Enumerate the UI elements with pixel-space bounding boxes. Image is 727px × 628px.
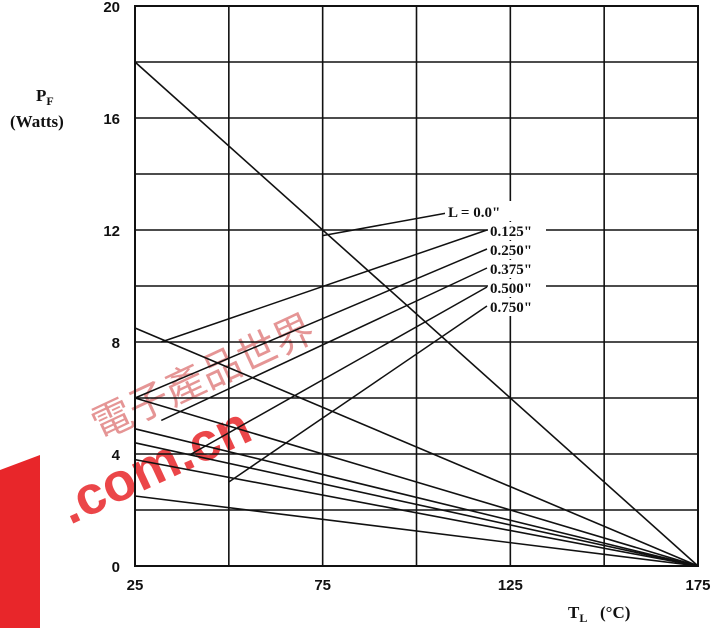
y-tick-label: 12 bbox=[103, 223, 120, 240]
series-line bbox=[134, 458, 699, 567]
x-tick-label: 175 bbox=[685, 577, 710, 594]
legend-label-bg bbox=[488, 260, 546, 278]
legend-label-bg bbox=[488, 298, 546, 316]
y-tick-label: 8 bbox=[112, 335, 120, 352]
y-axis-unit: (Watts) bbox=[10, 112, 64, 131]
x-axis-unit: (°C) bbox=[600, 603, 630, 622]
y-tick-label: 0 bbox=[112, 559, 120, 576]
y-tick-label: 20 bbox=[103, 0, 120, 16]
legend-label-bg bbox=[488, 241, 546, 259]
legend-label-bg bbox=[488, 222, 546, 240]
legend-label: 0.125" bbox=[490, 224, 532, 240]
series-line bbox=[134, 61, 699, 567]
legend-leader-line bbox=[322, 212, 448, 237]
legend-leader-line bbox=[134, 248, 488, 399]
series-line bbox=[134, 397, 699, 567]
y-tick-label: 16 bbox=[103, 111, 120, 128]
y-axis-title: PF bbox=[36, 86, 54, 108]
watermark-red-bar bbox=[0, 455, 40, 628]
series-line bbox=[134, 442, 699, 567]
series-line bbox=[134, 428, 699, 567]
series-line bbox=[134, 327, 699, 567]
legend-label-bg bbox=[488, 279, 546, 297]
legend-leader-line bbox=[161, 229, 488, 343]
legend-title: L = 0.0" bbox=[448, 205, 500, 221]
y-tick-label: 4 bbox=[112, 447, 121, 464]
watermark: 電子產品世界 .com.cn bbox=[0, 306, 322, 628]
x-tick-label: 125 bbox=[498, 577, 523, 594]
legend-title-bg bbox=[445, 201, 527, 221]
legend-label: 0.750" bbox=[490, 300, 532, 316]
legend-label: 0.375" bbox=[490, 262, 532, 278]
legend-leader-line bbox=[190, 286, 488, 455]
legend-leader-line bbox=[160, 267, 488, 422]
plot-frame bbox=[134, 5, 699, 567]
tick-labels: 0 4 8 12 16 20 25 75 125 175 bbox=[103, 0, 710, 594]
legend: L = 0.0" 0.125" 0.250" 0.375" 0.500" 0.750" bbox=[445, 201, 546, 316]
legend-leaders bbox=[134, 212, 488, 483]
legend-label: 0.250" bbox=[490, 243, 532, 259]
x-tick-label: 75 bbox=[314, 577, 331, 594]
series-lines bbox=[134, 61, 699, 567]
series-line bbox=[134, 495, 699, 567]
x-axis-title: TL bbox=[568, 603, 587, 625]
x-tick-label: 25 bbox=[127, 577, 144, 594]
legend-leader-line bbox=[228, 305, 488, 483]
legend-label: 0.500" bbox=[490, 281, 532, 297]
grid bbox=[135, 6, 698, 566]
